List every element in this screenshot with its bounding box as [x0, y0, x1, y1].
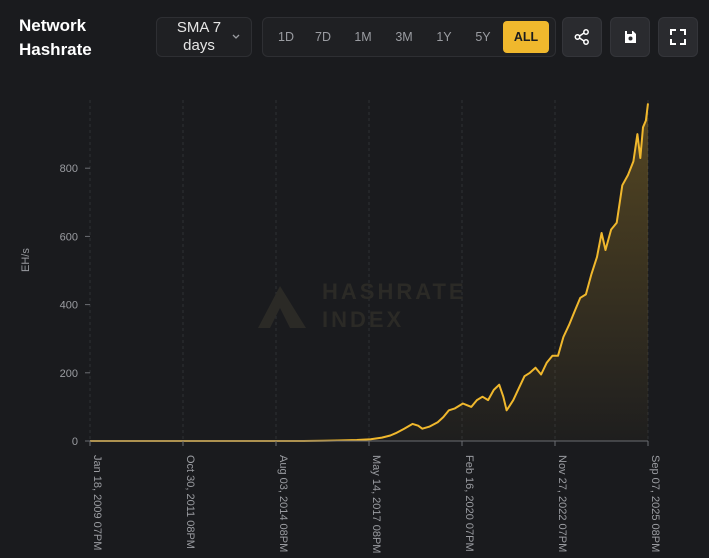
y-tick-label: 200 [60, 368, 78, 380]
sma-select[interactable]: SMA 7 days [156, 17, 252, 57]
save-icon [625, 31, 636, 43]
chevron-down-icon [232, 34, 240, 39]
sma-select-label: SMA 7 days [176, 19, 222, 54]
range-button-all[interactable]: ALL [503, 21, 549, 53]
range-button-1d[interactable]: 1D [278, 30, 294, 44]
series-area [90, 103, 648, 442]
y-tick-label: 400 [60, 300, 78, 312]
fullscreen-button[interactable] [658, 17, 698, 57]
x-tick-label: Sep 07, 2025 08PM [649, 455, 661, 552]
x-tick-label: Feb 16, 2020 07PM [463, 455, 475, 552]
x-tick-label: Aug 03, 2014 08PM [277, 455, 289, 552]
time-range-group: 1D 7D 1M 3M 1Y 5Y ALL [262, 17, 556, 57]
share-button[interactable] [562, 17, 602, 57]
save-image-button[interactable] [610, 17, 650, 57]
y-tick-label: 800 [60, 163, 78, 175]
range-button-7d[interactable]: 7D [315, 30, 331, 44]
range-button-1m[interactable]: 1M [354, 30, 372, 44]
share-icon [574, 29, 589, 45]
fullscreen-icon [670, 29, 686, 45]
x-tick-label: Oct 30, 2011 08PM [184, 455, 196, 549]
y-tick-label: 600 [60, 231, 78, 243]
range-button-5y[interactable]: 5Y [475, 30, 491, 44]
watermark-text-line1: HASHRATE [322, 279, 467, 304]
x-tick-label: Jan 18, 2009 07PM [91, 455, 103, 550]
page-title: Network Hashrate [19, 16, 92, 59]
x-tick-label: Nov 27, 2022 07PM [556, 455, 568, 552]
range-button-1y[interactable]: 1Y [436, 30, 452, 44]
hashrate-index-logo-icon [258, 286, 306, 328]
series-line [90, 103, 649, 442]
watermark-logo: HASHRATE INDEX [258, 279, 467, 332]
watermark-text-line2: INDEX [322, 307, 404, 332]
y-tick-label: 0 [72, 436, 78, 448]
range-button-3m[interactable]: 3M [395, 30, 413, 44]
x-tick-label: May 14, 2017 08PM [370, 455, 382, 553]
